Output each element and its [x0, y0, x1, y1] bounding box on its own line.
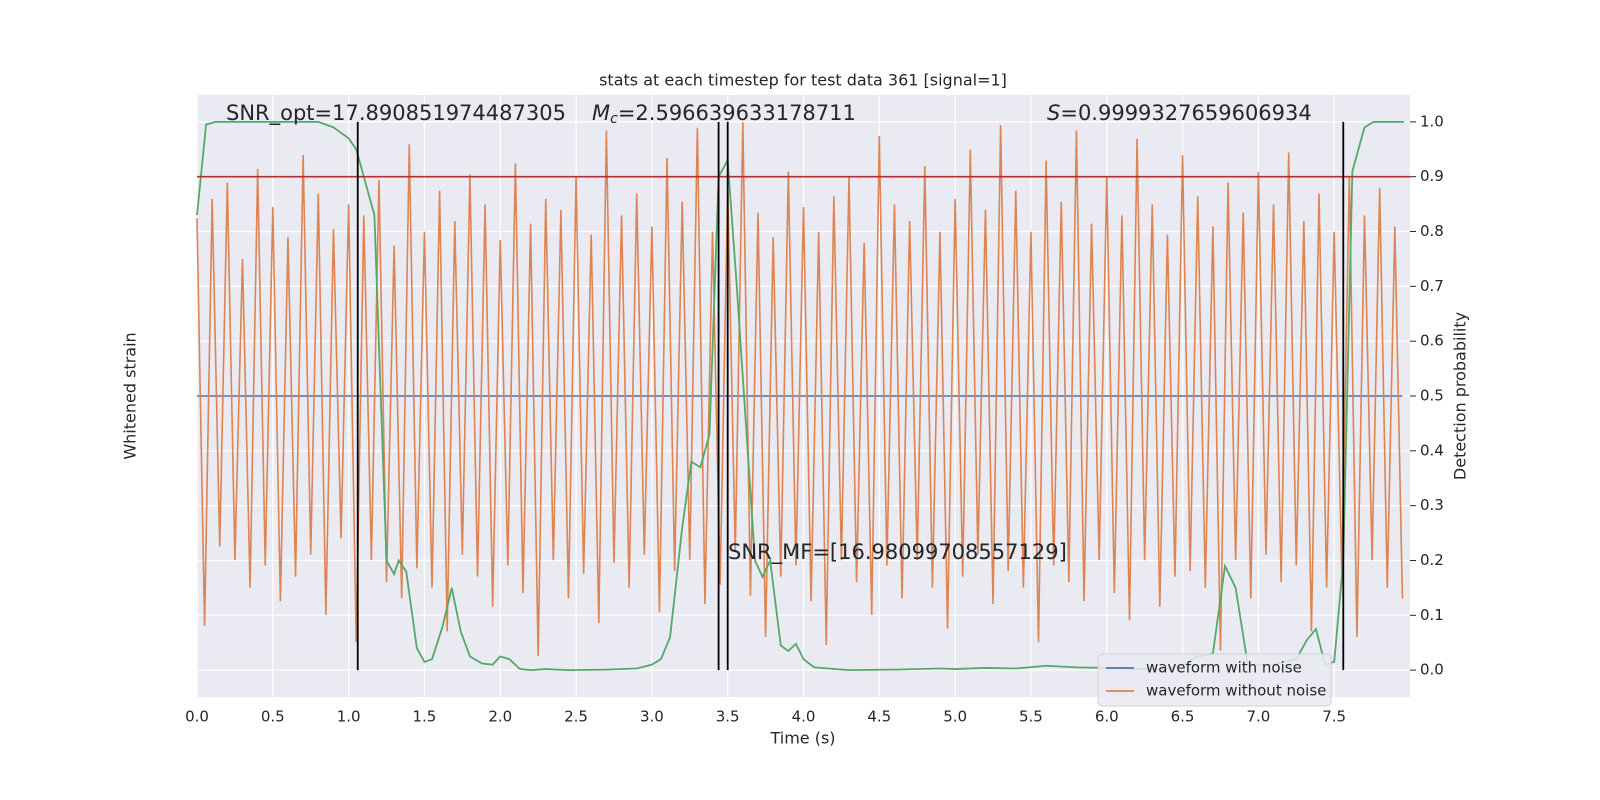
x-tick-label: 0.0 — [185, 708, 209, 726]
y-axis-label: Whitened strain — [121, 332, 140, 459]
y2-tick-label: 0.4 — [1420, 441, 1444, 459]
y2-tick-label: 0.2 — [1420, 551, 1444, 569]
legend-label: waveform without noise — [1146, 682, 1326, 700]
annotation-symbol: S — [1047, 101, 1060, 125]
annotation: SNR_opt=17.890851974487305 — [226, 101, 566, 126]
x-tick-label: 5.0 — [943, 708, 967, 726]
chart-title: stats at each timestep for test data 361… — [599, 71, 1007, 90]
y2-tick-label: 0.3 — [1420, 496, 1444, 514]
x-tick-label: 3.0 — [640, 708, 664, 726]
x-tick-label: 1.0 — [337, 708, 361, 726]
y2-tick-label: 0.6 — [1420, 332, 1444, 350]
annotation-text: SNR_MF=[16.98099708557129] — [728, 540, 1067, 565]
y2-tick-label: 0.9 — [1420, 167, 1444, 185]
x-tick-label: 2.0 — [488, 708, 512, 726]
y2-tick-label: 0.1 — [1420, 606, 1444, 624]
x-tick-label: 3.5 — [716, 708, 740, 726]
y2-tick-label: 0.8 — [1420, 222, 1444, 240]
x-tick-label: 2.5 — [564, 708, 588, 726]
annotation-text: =2.596639633178711 — [618, 101, 856, 125]
y2-tick-label: 0.5 — [1420, 387, 1444, 405]
x-tick-label: 7.0 — [1246, 708, 1270, 726]
y2-axis-label: Detection probability — [1451, 312, 1470, 480]
x-tick-label: 1.5 — [413, 708, 437, 726]
x-tick-label: 0.5 — [261, 708, 285, 726]
y2-tick-label: 0.0 — [1420, 661, 1444, 679]
x-tick-label: 7.5 — [1322, 708, 1346, 726]
legend-box — [1097, 653, 1332, 707]
x-axis-label: Time (s) — [769, 729, 835, 748]
annotation: SNR_MF=[16.98099708557129] — [728, 540, 1067, 565]
y2-tick-label: 1.0 — [1420, 112, 1444, 130]
annotation-text: =0.9999327659606934 — [1060, 101, 1311, 125]
x-tick-label: 6.0 — [1095, 708, 1119, 726]
y2-tick-label: 0.7 — [1420, 277, 1444, 295]
annotation: Mc=2.596639633178711 — [592, 101, 856, 127]
annotation-symbol: M — [592, 101, 610, 125]
x-tick-label: 5.5 — [1019, 708, 1043, 726]
annotation-subscript: c — [610, 111, 618, 127]
x-tick-label: 6.5 — [1171, 708, 1195, 726]
x-tick-label: 4.0 — [792, 708, 816, 726]
x-tick-label: 4.5 — [867, 708, 891, 726]
annotation: S=0.9999327659606934 — [1047, 101, 1312, 125]
waveform-line — [196, 122, 1404, 656]
legend-label: waveform with noise — [1146, 659, 1302, 677]
annotation-text: SNR_opt=17.890851974487305 — [226, 101, 566, 126]
